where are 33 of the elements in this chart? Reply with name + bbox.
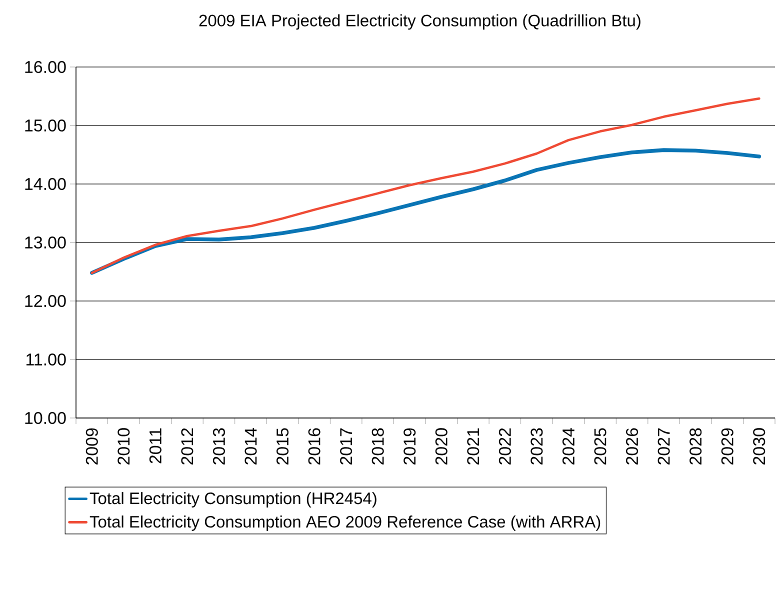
x-tick-label: 2026: [626, 428, 638, 464]
x-tick-label: 2013: [212, 428, 225, 464]
y-tick-label: 14.00: [25, 178, 66, 190]
y-tick-label: 10.00: [25, 412, 66, 424]
x-tick-label: 2012: [181, 428, 194, 464]
x-tick-label: 2022: [498, 428, 511, 464]
line-series: [90, 97, 760, 274]
x-tick-label: 2027: [658, 428, 670, 464]
x-tick-label: 2025: [594, 428, 606, 464]
y-tick-label: 16.00: [25, 60, 66, 74]
x-tick-label: 2028: [690, 428, 702, 464]
y-tick-label: 11.00: [26, 353, 66, 366]
x-tick-label: 2024: [562, 428, 575, 464]
y-tick-label: 12.00: [25, 294, 66, 308]
x-tick-label: 2018: [372, 428, 384, 464]
x-tick-label: 2030: [753, 428, 766, 464]
x-tick-label: 2019: [404, 428, 416, 464]
x-tick-label: 2009: [86, 428, 98, 464]
y-tick-label: 13.00: [25, 236, 66, 249]
legend-label: Total Electricity Consumption AEO 2009 Reference Case (with ARRA): [90, 516, 600, 531]
x-tick-label: 2029: [721, 428, 734, 464]
x-tick-label: 2016: [308, 428, 320, 464]
x-tick-label: 2017: [340, 428, 352, 464]
x-tick-label: 2011: [149, 428, 162, 464]
y-tick-label: 15.00: [25, 119, 66, 132]
x-tick-label: 2023: [530, 428, 543, 464]
x-tick-label: 2010: [118, 428, 130, 464]
x-tick-label: 2014: [244, 428, 257, 464]
legend-label: Total Electricity Consumption (HR2454): [90, 492, 376, 508]
x-tick-label: 2015: [276, 428, 289, 464]
chart-title: 2009 EIA Projected Electricity Consumption (Quadrillion Btu): [199, 14, 640, 30]
x-tick-label: 2021: [467, 428, 480, 464]
x-tick-label: 2020: [435, 428, 448, 464]
